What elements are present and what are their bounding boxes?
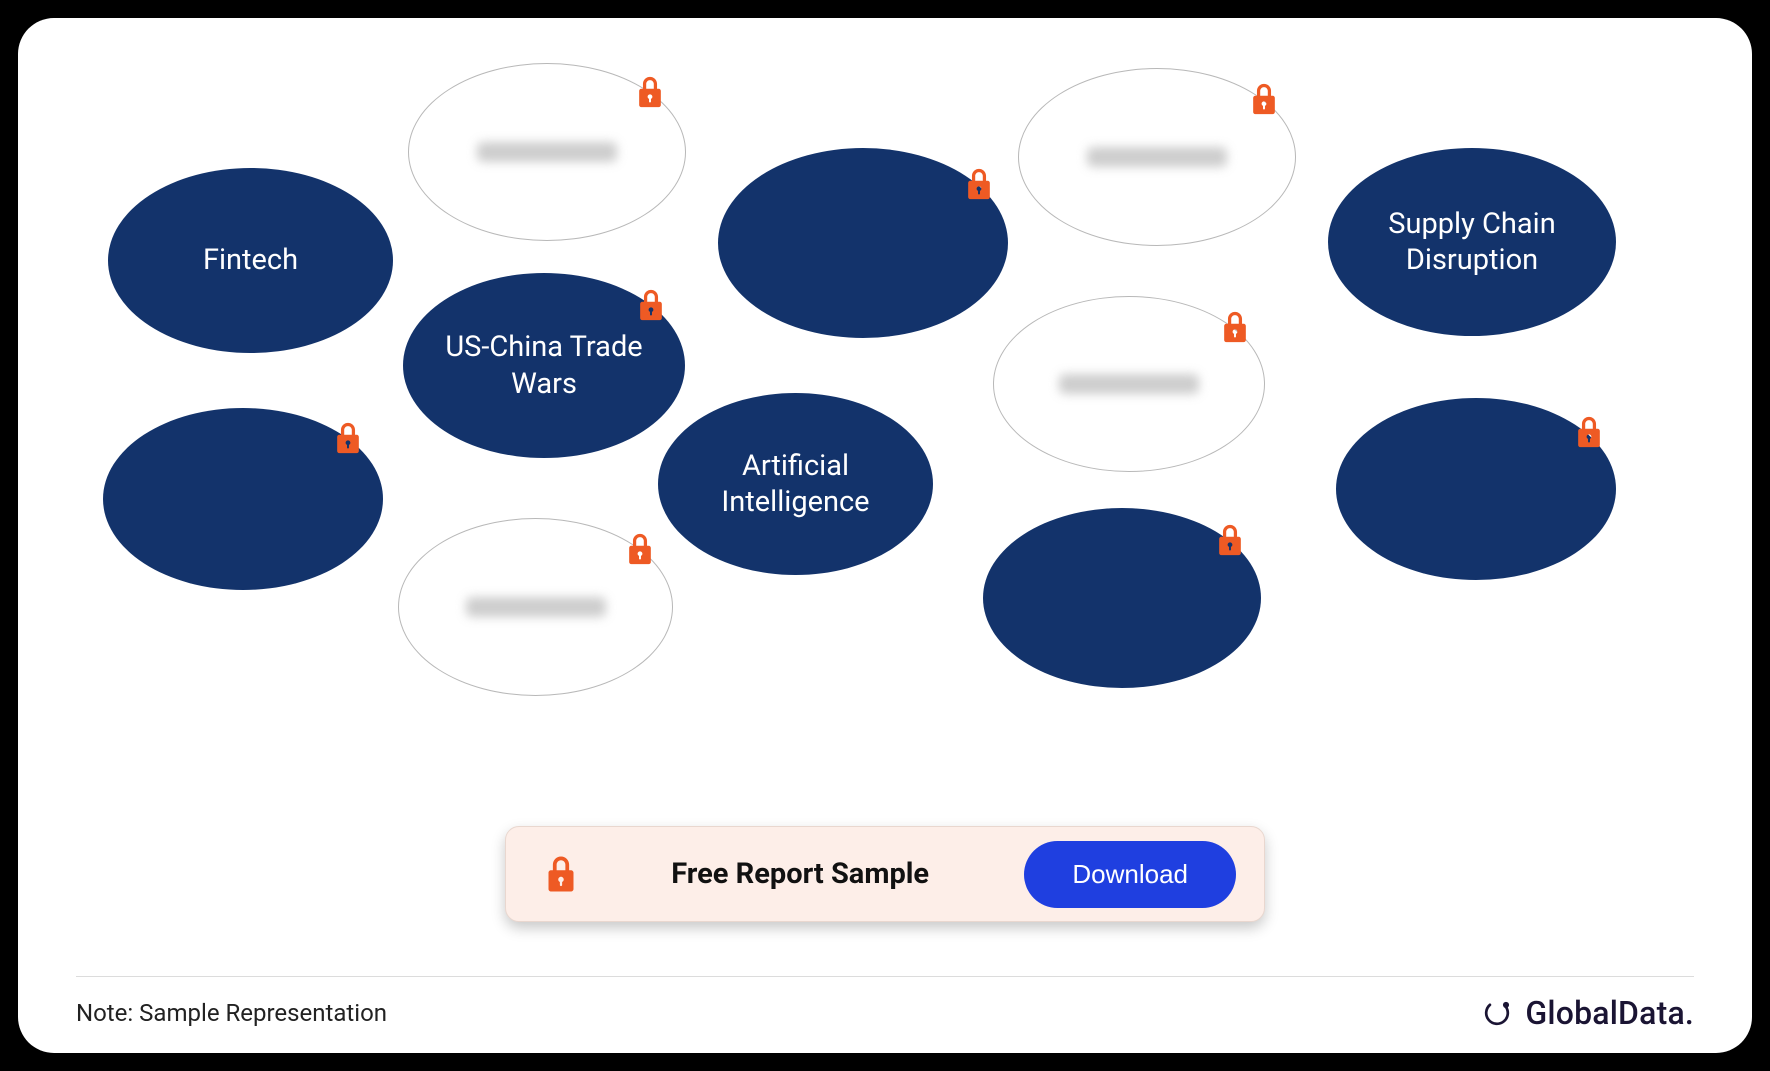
blurred-text-placeholder (477, 142, 617, 162)
lock-icon (966, 168, 992, 200)
blurred-text-placeholder (1087, 147, 1227, 167)
cta-bar: Free Report Sample Download (505, 826, 1265, 922)
cta-title: Free Report Sample (612, 857, 988, 891)
bubble-locked-outline-mid-right (993, 296, 1265, 472)
bubble-locked-outline-top-right (1018, 68, 1296, 246)
lock-icon (1217, 524, 1243, 556)
blurred-text-placeholder (466, 597, 606, 617)
bubble-cluster: Fintech US-China Trade WarsArtificial Int… (18, 18, 1752, 808)
bubble-locked-filled-right (1336, 398, 1616, 580)
bubble-label: US-China Trade Wars (423, 329, 665, 402)
bubble-locked-filled-center (718, 148, 1008, 338)
bubble-supply-chain: Supply Chain Disruption (1328, 148, 1616, 336)
lock-icon (638, 289, 664, 321)
lock-icon (1576, 416, 1602, 448)
bubble-label: Artificial Intelligence (678, 448, 913, 521)
lock-icon (1251, 83, 1277, 115)
bubble-label: Supply Chain Disruption (1348, 206, 1596, 279)
bubble-locked-filled-left (103, 408, 383, 590)
blurred-text-placeholder (1059, 374, 1199, 394)
download-button[interactable]: Download (1024, 841, 1236, 908)
bubble-locked-outline-1 (408, 63, 686, 241)
card-container: Fintech US-China Trade WarsArtificial Int… (18, 18, 1752, 1053)
bubble-fintech: Fintech (108, 168, 393, 353)
lock-icon (335, 422, 361, 454)
lock-icon (1222, 311, 1248, 343)
bubble-label: Fintech (203, 242, 298, 278)
lock-icon (627, 533, 653, 565)
footer-divider (76, 976, 1694, 977)
globaldata-icon (1479, 995, 1515, 1031)
brand-logo: GlobalData. (1479, 994, 1694, 1032)
footer: Note: Sample Representation GlobalData. (76, 994, 1694, 1032)
bubble-ai: Artificial Intelligence (658, 393, 933, 575)
footer-note: Note: Sample Representation (76, 999, 387, 1027)
brand-name: GlobalData. (1525, 994, 1694, 1032)
bubble-locked-filled-bottom-right (983, 508, 1261, 688)
bubble-locked-outline-bottom (398, 518, 673, 696)
lock-icon (546, 856, 576, 892)
lock-icon (637, 76, 663, 108)
bubble-us-china: US-China Trade Wars (403, 273, 685, 458)
